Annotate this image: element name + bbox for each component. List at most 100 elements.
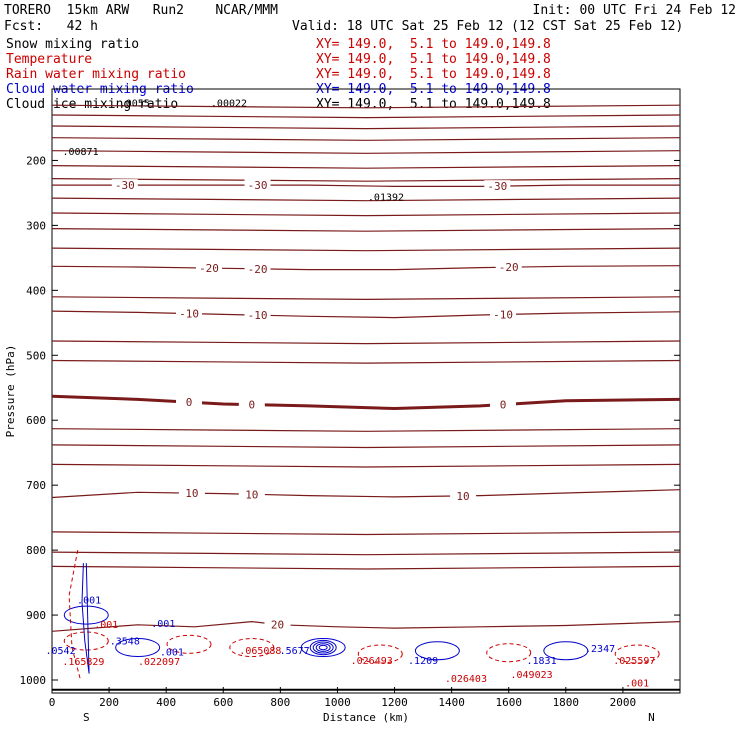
- extremum-label-19: .2347: [585, 644, 615, 655]
- extremum-label-20: .025597: [613, 656, 655, 667]
- y-tick-label: 200: [26, 154, 46, 167]
- y-tick-label: 700: [26, 479, 46, 492]
- isoline-2: [51, 125, 681, 130]
- valid-time: Valid: 18 UTC Sat 25 Feb 12 (12 CST Sat …: [292, 19, 684, 34]
- cloud-ring-1: [315, 643, 331, 652]
- extremum-label-14: .026493: [351, 656, 393, 667]
- isoline-6: [51, 178, 681, 182]
- extremum-label-5: .001: [94, 620, 118, 631]
- isoline-7: [51, 197, 681, 202]
- isoline-3: [51, 137, 681, 141]
- x-tick-label: 1400: [438, 696, 465, 709]
- isotherm-label-bg: [178, 487, 205, 500]
- isoline-4: [51, 150, 681, 154]
- extremum-label-6: .001: [151, 619, 175, 630]
- y-tick-label: 600: [26, 414, 46, 427]
- cloud-ring-3: [309, 639, 337, 656]
- extremum-label-21: .001: [625, 679, 649, 690]
- isoline-17: [51, 531, 681, 536]
- moisture-contour-4: [229, 638, 275, 658]
- isotherm-label-bg: [264, 618, 291, 631]
- isotherm-label: -20: [499, 261, 519, 274]
- y-tick-label: 300: [26, 219, 46, 232]
- isoline-12: [51, 340, 681, 345]
- x-tick-label: 2000: [610, 696, 637, 709]
- isotherm-label-bg: [244, 179, 271, 192]
- x-tick-label: 1800: [553, 696, 580, 709]
- x-tick-label: 0: [49, 696, 56, 709]
- isotherm-label: 0: [186, 396, 193, 409]
- isoline-13: [51, 359, 681, 364]
- isotherm-m30: [52, 184, 680, 187]
- plot-frame: [51, 88, 681, 694]
- isotherm-label: -10: [493, 308, 513, 321]
- extremum-label-16: .026403: [445, 674, 487, 685]
- legend-snow: Snow mixing ratio: [6, 37, 140, 52]
- extremum-label-7: .3548: [110, 636, 140, 647]
- south-label: S: [83, 711, 90, 724]
- isoline-1: [51, 114, 681, 119]
- legend-cloud-ice: Cloud ice mixing ratio: [6, 97, 179, 112]
- isoline-16: [51, 463, 681, 468]
- legend-rain: Rain water mixing ratio: [6, 67, 187, 82]
- isotherm-label: 0: [500, 399, 507, 412]
- x-tick-label: 800: [270, 696, 290, 709]
- extremum-label-17: .049023: [510, 670, 552, 681]
- rain-column: [68, 550, 81, 681]
- isotherm-label: 20: [271, 618, 284, 631]
- isotherm-label-bg: [238, 488, 265, 501]
- legend-temperature-xy: XY= 149.0, 5.1 to 149.0,149.8: [316, 52, 551, 67]
- extremum-label-18: .1831: [526, 656, 556, 667]
- y-tick-label: 800: [26, 544, 46, 557]
- extremum-label-15: .1209: [408, 656, 438, 667]
- isotherm-20: [51, 620, 681, 632]
- isoline-10: [51, 247, 681, 252]
- cloud-column: [81, 563, 90, 674]
- cloud-ring-0: [318, 644, 328, 651]
- isotherm-label: -10: [179, 308, 199, 321]
- isotherm-label-bg: [176, 307, 203, 320]
- isotherm-label: 0: [249, 399, 256, 412]
- isotherm-m10: [51, 310, 681, 319]
- moisture-contour-2: [115, 638, 161, 658]
- isotherm-label-bg: [495, 261, 522, 274]
- x-tick-label: 200: [99, 696, 119, 709]
- legend-rain-xy: XY= 149.0, 5.1 to 149.0,149.8: [316, 67, 551, 82]
- x-tick-label: 400: [156, 696, 176, 709]
- isotherm-label-bg: [244, 262, 271, 275]
- isotherm-label: 10: [185, 487, 198, 500]
- moisture-contour-10: [614, 644, 660, 664]
- extremum-label-4: .001: [77, 595, 101, 606]
- isotherm-label-bg: [176, 396, 203, 409]
- extremum-label-12: .065088: [239, 646, 281, 657]
- isoline-5: [51, 165, 681, 169]
- moisture-contour-6: [357, 644, 403, 664]
- isoline-15: [51, 444, 681, 449]
- extremum-label-0: .00871: [62, 147, 98, 158]
- isotherm-label-bg: [484, 180, 511, 193]
- extremum-label-13: .5677: [280, 646, 310, 657]
- isoline-11: [51, 296, 681, 301]
- isotherm-10: [51, 489, 681, 499]
- north-label: N: [648, 711, 655, 724]
- y-tick-label: 900: [26, 609, 46, 622]
- extremum-label-10: .022097: [138, 657, 180, 668]
- extremum-label-8: .0542: [46, 646, 76, 657]
- isotherm-label: -20: [199, 262, 219, 275]
- moisture-contour-5: [300, 638, 346, 658]
- isotherm-m20: [51, 265, 681, 271]
- isotherm-label: 10: [245, 488, 258, 501]
- isoline-9: [51, 228, 681, 232]
- isotherm-label-bg: [111, 179, 138, 192]
- extremum-label-2: .00022: [211, 99, 247, 110]
- extremum-label-1: .01392: [368, 193, 404, 204]
- moisture-contour-3: [166, 634, 212, 654]
- isotherm-0: [51, 394, 681, 411]
- moisture-contour-0: [63, 605, 109, 625]
- isotherm-label-bg: [244, 309, 271, 322]
- cloud-ring-2: [312, 641, 334, 654]
- x-tick-label: 1200: [381, 696, 408, 709]
- moisture-contour-8: [486, 643, 532, 663]
- legend-snow-xy: XY= 149.0, 5.1 to 149.0,149.8: [316, 37, 551, 52]
